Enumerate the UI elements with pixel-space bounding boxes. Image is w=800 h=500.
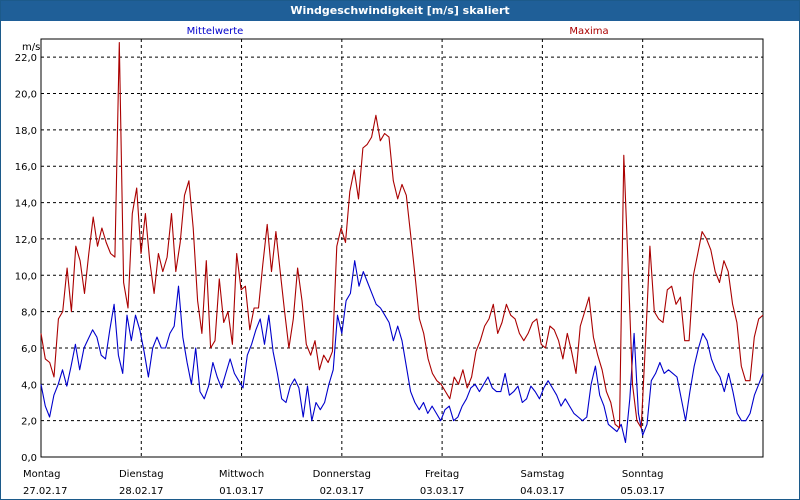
y-tick-label: 12,0 (15, 235, 37, 246)
x-tick-day-label: Montag (23, 469, 60, 480)
x-axis-ticks: Montag 27.02.17 Dienstag 28.02.17 Mittwoch 01… (23, 469, 665, 497)
series-lines (40, 42, 764, 444)
grid-lines (41, 39, 763, 457)
y-tick-label: 0,0 (21, 453, 37, 464)
x-tick-day-label: Dienstag (119, 469, 164, 480)
x-tick-day-label: Samstag (520, 469, 564, 480)
x-tick-date-label: 27.02.17 (23, 486, 68, 497)
y-tick-label: 10,0 (15, 271, 37, 282)
x-tick-day-label: Donnerstag (313, 469, 371, 480)
series-line-mittelwerte (40, 260, 764, 444)
y-tick-label: 8,0 (21, 308, 37, 319)
x-tick-date-label: 03.03.17 (420, 486, 465, 497)
y-tick-label: 18,0 (15, 126, 37, 137)
y-tick-label: 20,0 (15, 90, 37, 101)
y-tick-label: 14,0 (15, 199, 37, 210)
x-tick-day-label: Freitag (425, 469, 459, 480)
y-axis-unit-label: m/s (22, 42, 40, 53)
y-tick-label: 6,0 (21, 344, 37, 355)
x-tick-date-label: 28.02.17 (119, 486, 164, 497)
y-tick-label: 2,0 (21, 417, 37, 428)
x-tick-date-label: 05.03.17 (620, 486, 665, 497)
x-tick-day-label: Mittwoch (219, 469, 264, 480)
y-tick-label: 22,0 (15, 53, 37, 64)
x-tick-day-label: Sonntag (622, 469, 664, 480)
x-tick-date-label: 02.03.17 (320, 486, 365, 497)
window-title: Windgeschwindigkeit [m/s] skaliert (1, 1, 799, 21)
series-line-maxima (40, 42, 764, 429)
legend-maxima: Maxima (569, 26, 608, 37)
plot-area-frame (40, 38, 764, 458)
x-tick-date-label: 01.03.17 (219, 486, 264, 497)
y-axis-ticks: 0,0 2,0 4,0 6,0 8,0 10,0 12,0 14,0 16,0 18,0 20,0 2… (15, 53, 37, 464)
y-tick-label: 16,0 (15, 162, 37, 173)
y-tick-label: 4,0 (21, 380, 37, 391)
x-tick-date-label: 04.03.17 (520, 486, 565, 497)
legend-mittelwerte: Mittelwerte (187, 26, 244, 37)
